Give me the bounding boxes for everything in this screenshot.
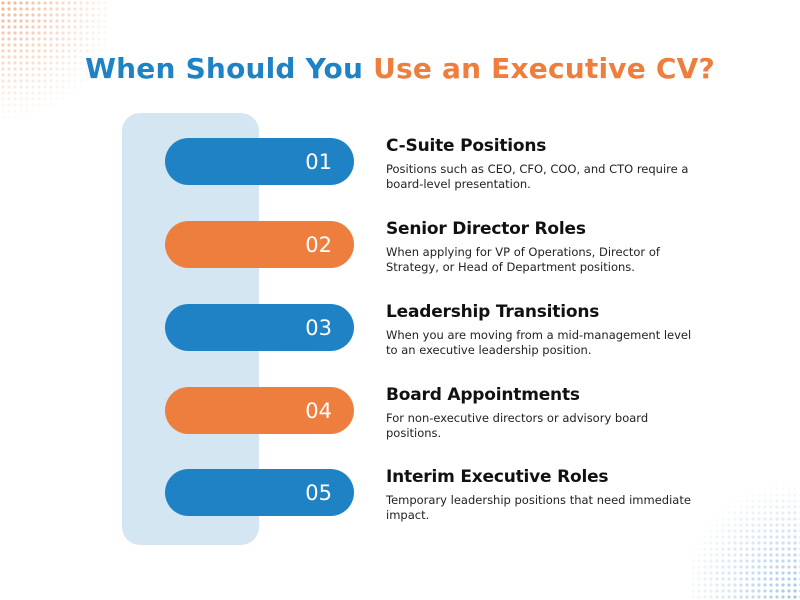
decorative-dots-top-left [0, 0, 110, 120]
list-item: Board Appointments For non-executive dire… [386, 385, 706, 441]
list-item: Leadership Transitions When you are movin… [386, 302, 706, 358]
list-item: Interim Executive Roles Temporary leaders… [386, 467, 706, 523]
item-heading: Board Appointments [386, 385, 580, 405]
list-item: Senior Director Roles When applying for V… [386, 219, 706, 275]
number-pill: 04 [165, 387, 354, 434]
number-pill: 01 [165, 138, 354, 185]
decorative-dots-bottom-right [690, 480, 800, 600]
item-heading: Leadership Transitions [386, 302, 600, 322]
list-item: C-Suite Positions Positions such as CEO, … [386, 136, 706, 192]
title-part-2: Use an Executive CV? [373, 52, 715, 85]
item-description: When applying for VP of Operations, Dire… [386, 245, 660, 274]
item-description: When you are moving from a mid-managemen… [386, 328, 692, 357]
item-description: For non-executive directors or advisory … [386, 411, 649, 440]
number-pill: 05 [165, 469, 354, 516]
title-part-1: When Should You [85, 52, 364, 85]
item-description: Positions such as CEO, CFO, COO, and CTO… [386, 162, 689, 191]
item-heading: Senior Director Roles [386, 219, 586, 239]
item-heading: C-Suite Positions [386, 136, 547, 156]
item-heading: Interim Executive Roles [386, 467, 609, 487]
number-pill: 03 [165, 304, 354, 351]
item-description: Temporary leadership positions that need… [386, 493, 691, 522]
number-pill: 02 [165, 221, 354, 268]
page-title: When Should You Use an Executive CV? [0, 52, 800, 85]
